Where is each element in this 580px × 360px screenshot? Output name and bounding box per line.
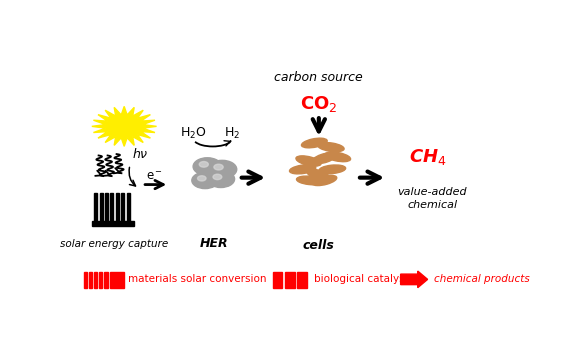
- Bar: [116, 193, 119, 221]
- Bar: [94, 272, 97, 288]
- Text: cells: cells: [303, 239, 335, 252]
- Ellipse shape: [307, 169, 330, 181]
- Ellipse shape: [319, 165, 346, 174]
- Bar: [297, 272, 307, 288]
- Circle shape: [193, 158, 222, 175]
- Circle shape: [198, 176, 206, 181]
- Polygon shape: [92, 107, 157, 146]
- Ellipse shape: [289, 165, 316, 174]
- Bar: [94, 193, 97, 221]
- Ellipse shape: [318, 143, 344, 152]
- Ellipse shape: [325, 152, 350, 162]
- Ellipse shape: [296, 176, 323, 185]
- FancyArrow shape: [401, 271, 427, 288]
- Bar: [92, 221, 134, 226]
- Text: CO$_2$: CO$_2$: [300, 94, 338, 114]
- Ellipse shape: [312, 153, 336, 164]
- Bar: [285, 272, 295, 288]
- Bar: [99, 272, 103, 288]
- Bar: [110, 272, 124, 288]
- Bar: [104, 272, 107, 288]
- Ellipse shape: [296, 156, 321, 166]
- Ellipse shape: [302, 138, 327, 148]
- Bar: [84, 272, 87, 288]
- Text: carbon source: carbon source: [274, 71, 363, 84]
- Text: HER: HER: [200, 237, 229, 250]
- Circle shape: [213, 174, 222, 180]
- Circle shape: [208, 160, 237, 178]
- Bar: [100, 193, 103, 221]
- Text: value-added
chemical: value-added chemical: [397, 187, 467, 210]
- Bar: [121, 193, 124, 221]
- Circle shape: [207, 171, 234, 188]
- Bar: [110, 193, 114, 221]
- Text: chemical products: chemical products: [434, 274, 530, 284]
- Text: e$^-$: e$^-$: [146, 170, 163, 183]
- Text: materials solar conversion: materials solar conversion: [128, 274, 266, 284]
- Circle shape: [192, 172, 219, 189]
- Bar: [273, 272, 282, 288]
- Text: biological catalysis: biological catalysis: [314, 274, 414, 284]
- Text: H$_2$: H$_2$: [224, 126, 240, 141]
- Bar: [89, 272, 92, 288]
- Ellipse shape: [311, 175, 337, 185]
- Text: CH$_4$: CH$_4$: [409, 147, 447, 167]
- Circle shape: [200, 162, 208, 167]
- Bar: [105, 193, 108, 221]
- Text: solar energy capture: solar energy capture: [60, 239, 168, 249]
- Text: H$_2$O: H$_2$O: [180, 126, 206, 141]
- Text: $h\nu$: $h\nu$: [132, 147, 148, 161]
- Circle shape: [214, 164, 223, 170]
- Bar: [127, 193, 130, 221]
